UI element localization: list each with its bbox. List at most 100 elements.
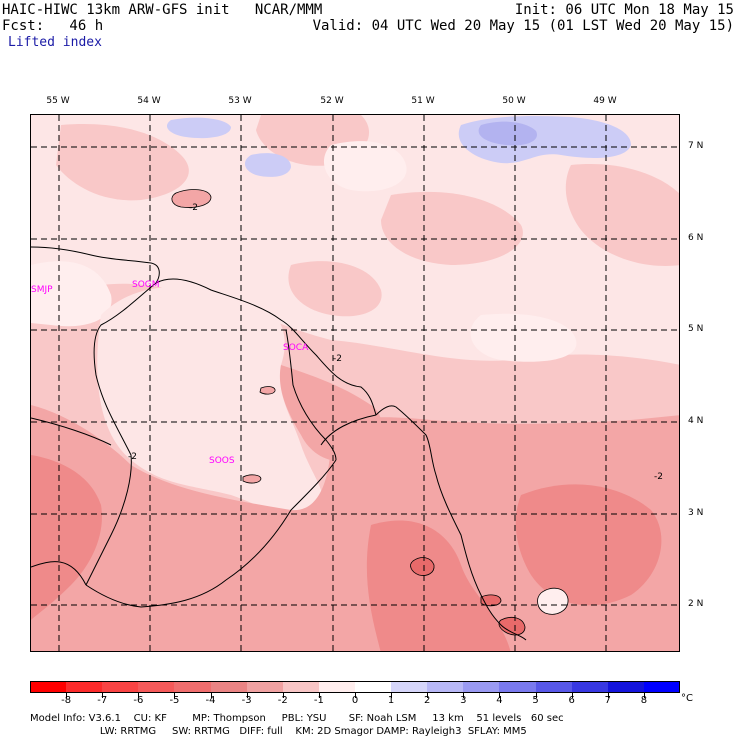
- colorbar-unit: °C: [681, 693, 693, 704]
- colorbar-swatch: [30, 681, 67, 693]
- field-red-cell-1: [410, 557, 435, 576]
- init-time: Init: 06 UTC Mon 18 May 15: [514, 2, 734, 18]
- colorbar-swatch: [643, 681, 681, 693]
- colorbar-tick: [282, 693, 284, 698]
- field-medium-red-south: [366, 520, 511, 651]
- lon-label-53w: 53 W: [228, 96, 252, 106]
- field-medium-red-east: [515, 484, 662, 606]
- colorbar-tick: [355, 693, 356, 698]
- colorbar-swatch: [571, 681, 609, 693]
- colorbar-label: 3: [460, 695, 467, 706]
- colorbar-label: 7: [604, 695, 611, 706]
- model-info-line-1: Model Info: V3.6.1 CU: KF MP: Thompson P…: [30, 713, 564, 724]
- field-name: Lifted index: [8, 35, 102, 50]
- lon-label-52w: 52 W: [320, 96, 344, 106]
- station-soca: SOCA: [283, 343, 309, 353]
- colorbar-tick: [643, 693, 645, 698]
- colorbar-label: 4: [496, 695, 503, 706]
- lat-label-6n: 6 N: [688, 233, 704, 243]
- lon-label-50w: 50 W: [502, 96, 526, 106]
- field-light-north: [31, 115, 679, 365]
- colorbar-swatch: [318, 681, 356, 693]
- lon-label-55w: 55 W: [46, 96, 70, 106]
- station-soos: SOOS: [209, 456, 235, 466]
- colorbar-swatch: [66, 681, 103, 693]
- colorbar-label: -3: [241, 695, 252, 706]
- colorbar-swatch: [355, 681, 392, 693]
- colorbar-tick: [499, 693, 501, 698]
- lat-label-2n: 2 N: [688, 599, 704, 609]
- lifted-index-map: -2 -2 -2 -2 SMJP SOGM SOCA SOOS: [31, 115, 679, 651]
- colorbar-swatch: [102, 681, 139, 693]
- colorbar-label: 5: [532, 695, 539, 706]
- colorbar-label: -5: [169, 695, 180, 706]
- east-coastline: [375, 405, 527, 641]
- lon-label-51w: 51 W: [411, 96, 435, 106]
- valid-time: Valid: 04 UTC Wed 20 May 15 (01 LST Wed …: [312, 18, 734, 34]
- colorbar-tick: [102, 693, 104, 698]
- colorbar-label: 6: [568, 695, 575, 706]
- contour-label-2: -2: [333, 354, 342, 364]
- field-white-cell: [537, 587, 569, 615]
- field-white-patch-3: [470, 313, 577, 362]
- contour-label-4: -2: [654, 472, 663, 482]
- colorbar-tick: [427, 693, 429, 698]
- colorbar-tick: [66, 693, 68, 698]
- lon-label-54w: 54 W: [137, 96, 161, 106]
- colorbar-label: -4: [205, 695, 216, 706]
- colorbar-label: -6: [133, 695, 144, 706]
- colorbar-tick: [607, 693, 609, 698]
- colorbar-tick: [318, 693, 320, 698]
- colorbar-label: -2: [277, 695, 288, 706]
- field-pink-patch-4: [565, 164, 679, 266]
- field-pink-south: [31, 405, 679, 651]
- colorbar-label: 1: [387, 695, 395, 706]
- colorbar-swatch: [138, 681, 175, 693]
- model-title: HAIC-HIWC 13km ARW-GFS init NCAR/MMM: [2, 2, 323, 18]
- field-white-patch-2: [31, 261, 112, 327]
- field-blue-patch-2: [478, 121, 537, 146]
- fg-brazil-border: [320, 414, 377, 446]
- lat-label-4n: 4 N: [688, 416, 704, 426]
- lat-lon-grid: [31, 115, 679, 651]
- field-pink-patch-1: [56, 124, 189, 201]
- map-panel: -2 -2 -2 -2 SMJP SOGM SOCA SOOS: [30, 114, 680, 652]
- field-blue-patch-3: [166, 117, 231, 139]
- colorbar-label: -1: [313, 695, 324, 706]
- suriname-fg-border: [285, 329, 337, 461]
- colorbar-swatch: [174, 681, 212, 693]
- field-light-inland: [97, 286, 324, 518]
- colorbar-tick: [571, 693, 573, 698]
- colorbar-swatch: [535, 681, 573, 693]
- contour-label-3: -2: [128, 452, 137, 462]
- lat-label-7n: 7 N: [688, 141, 704, 151]
- lat-label-5n: 5 N: [688, 324, 704, 334]
- colorbar-swatch: [463, 681, 500, 693]
- colorbar-tick: [463, 693, 465, 698]
- field-closed-contour-mid: [259, 386, 276, 395]
- field-pink-patch-5: [288, 261, 382, 317]
- model-info-line-2: LW: RRTMG SW: RRTMG DIFF: full KM: 2D Sm…: [30, 726, 527, 737]
- colorbar-tick: [210, 693, 212, 698]
- field-medium-red-west: [31, 455, 102, 620]
- west-contour-line: [31, 417, 112, 446]
- colorbar-swatch: [607, 681, 645, 693]
- colorbar-swatch: [427, 681, 464, 693]
- field-pink-patch-3: [381, 191, 523, 265]
- colorbar-label: -7: [97, 695, 108, 706]
- field-blue-patch-4: [244, 153, 291, 177]
- field-white-patch-1: [323, 141, 407, 192]
- colorbar-tick: [535, 693, 537, 698]
- suriname-guyana-border: [85, 282, 157, 586]
- colorbar-tick: [138, 693, 140, 698]
- colorbar-label: 0: [351, 695, 359, 706]
- colorbar-label: 2: [424, 695, 431, 706]
- colorbar-label: 8: [640, 695, 648, 706]
- colorbar-swatch: [246, 681, 284, 693]
- colorbar-tick: [246, 693, 248, 698]
- southern-border: [85, 459, 337, 608]
- field-closed-contour-south: [242, 474, 262, 484]
- field-red-cell-3: [498, 616, 526, 636]
- colorbar-swatch: [282, 681, 320, 693]
- colorbar-tick: [174, 693, 176, 698]
